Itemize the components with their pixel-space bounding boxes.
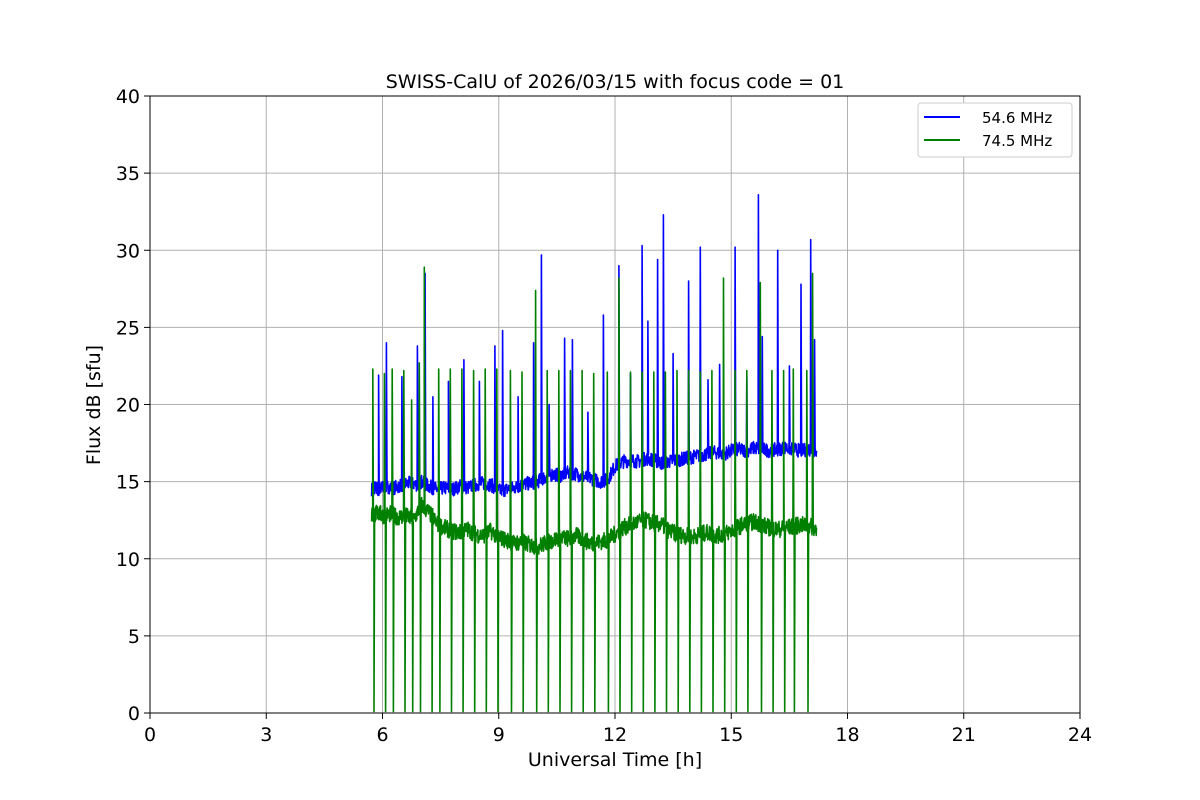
x-tick-label: 21 <box>952 724 976 746</box>
y-tick-label: 0 <box>128 703 140 725</box>
y-tick-label: 5 <box>128 626 140 648</box>
series-layer <box>370 193 818 713</box>
axis-ticks: 0 3 6 9 12 15 18 21 24 0 5 10 15 20 25 30 35 40 <box>116 86 1092 746</box>
y-tick-label: 20 <box>116 395 140 417</box>
legend-label-74-5: 74.5 MHz <box>982 132 1052 150</box>
x-tick-label: 6 <box>376 724 388 746</box>
series-line-74-5-mhz <box>370 266 818 713</box>
y-tick-label: 35 <box>116 163 140 185</box>
y-tick-label: 30 <box>116 240 140 262</box>
x-tick-label: 24 <box>1068 724 1092 746</box>
y-tick-label: 25 <box>116 317 140 339</box>
y-axis-title: Flux dB [sfu] <box>83 345 105 465</box>
x-tick-label: 3 <box>260 724 272 746</box>
x-axis-title: Universal Time [h] <box>528 749 702 771</box>
legend-label-54-6: 54.6 MHz <box>982 109 1052 127</box>
y-tick-label: 40 <box>116 86 140 108</box>
series-line-54-6-mhz <box>370 193 818 498</box>
x-tick-label: 12 <box>603 724 627 746</box>
x-tick-label: 18 <box>835 724 859 746</box>
y-tick-label: 10 <box>116 549 140 571</box>
x-tick-label: 0 <box>144 724 156 746</box>
chart-title: SWISS-CalU of 2026/03/15 with focus code… <box>386 71 845 93</box>
y-tick-label: 15 <box>116 472 140 494</box>
x-tick-label: 15 <box>719 724 743 746</box>
x-tick-label: 9 <box>493 724 505 746</box>
legend: 54.6 MHz 74.5 MHz <box>917 102 1073 158</box>
